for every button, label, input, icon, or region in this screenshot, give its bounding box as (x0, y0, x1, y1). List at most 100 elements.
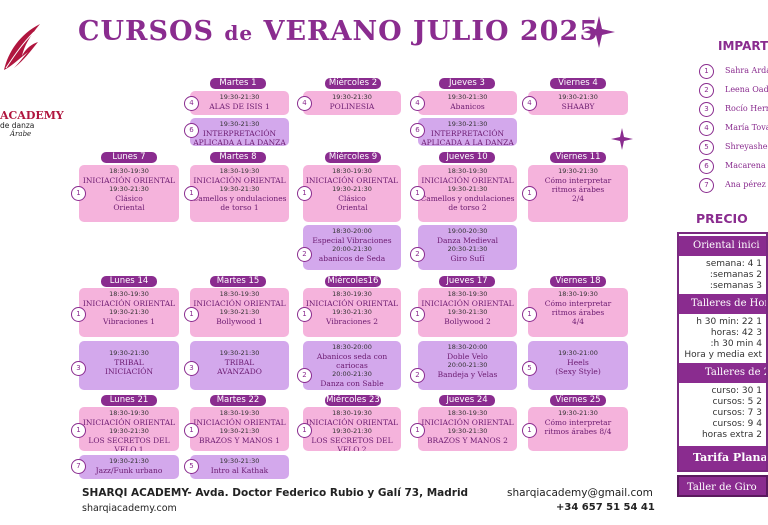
class-card-x9b[interactable]: 18:30-20:00 Especial Vibraciones 20:00-2… (303, 225, 401, 270)
class-card-v25a[interactable]: 19:30-21:30 Cómo interpretar ritmos árab… (528, 407, 628, 451)
teacher-badge: 4 (297, 96, 312, 111)
day-header-jueves-17: Jueves 17 (439, 276, 495, 287)
footer-phone[interactable]: +34 657 51 54 41 (556, 502, 655, 513)
title-rest: VERANO JULIO 2025 (263, 16, 600, 47)
teacher-badge: 1 (184, 186, 199, 201)
teacher-badge: 1 (410, 423, 425, 438)
class-card-m15b[interactable]: 19:30-21:30 TRIBAL AVANZADO (190, 341, 289, 390)
class-card-x16b[interactable]: 18:30-20:00 Abanicos seda con cariocas 2… (303, 341, 401, 390)
class-card-x23a[interactable]: 18:30-19:30 INICIACIÓN ORIENTAL 19:30-21… (303, 407, 401, 451)
class-card-v4a[interactable]: 19:30-21:30 SHAABY (528, 91, 628, 115)
day-header-viernes-18: Viernes 18 (550, 276, 606, 287)
teacher-badge: 3 (184, 361, 199, 376)
price-panel: Oriental inici 1 semana: 4 2 semanas: 3 … (677, 232, 768, 472)
class-card-m22b[interactable]: 19:30-21:30 Intro al Kathak (190, 455, 289, 479)
teacher-badge: 2 (297, 247, 312, 262)
class-card-v11a[interactable]: 19:30-21:30 Cómo interpretar ritmos árab… (528, 165, 628, 222)
teacher-badge: 1 (297, 307, 312, 322)
price-line: 3 cursos: 7 (712, 408, 762, 418)
day-header-martes-22: Martes 22 (210, 395, 266, 406)
class-card-m1a[interactable]: 19:30-21:30 ALAS DE ISIS 1 (190, 91, 289, 115)
teacher-badge: 1 (184, 307, 199, 322)
price-section-talleres-2: Talleres de 2 (679, 363, 766, 383)
footer-email[interactable]: sharqiacademy@gmail.com (507, 487, 653, 499)
day-header-martes-1: Martes 1 (210, 78, 266, 89)
brand-sub: de danza (0, 121, 35, 130)
day-header-miercoles-9: Miércoles 9 (325, 152, 381, 163)
teacher-badge: 2 (410, 368, 425, 383)
day-header-jueves-3: Jueves 3 (439, 78, 495, 89)
teacher-badge: 4 (184, 96, 199, 111)
day-header-viernes-25: Viernes 25 (550, 395, 606, 406)
class-card-m22a[interactable]: 18:30-19:30 INICIACIÓN ORIENTAL 19:30-21… (190, 407, 289, 451)
teacher-badge: 1 (297, 186, 312, 201)
price-line: 4 h 30 min: (710, 339, 762, 349)
teacher-badge: 4 (522, 96, 537, 111)
class-card-j3a[interactable]: 19:30-21:30 Abanicos (418, 91, 517, 115)
teacher-badge: 1 (522, 186, 537, 201)
day-header-lunes-14: Lunes 14 (101, 276, 157, 287)
teacher-badge: 1 (71, 423, 86, 438)
class-card-v18a[interactable]: 18:30-19:30 Cómo interpretar ritmos árab… (528, 288, 628, 337)
teacher-badge: 1 (410, 307, 425, 322)
title-main: CURSOS (78, 16, 214, 47)
teacher-badge: 1 (522, 307, 537, 322)
teacher-badge: 1 (297, 423, 312, 438)
precio-heading: PRECIO (696, 211, 748, 226)
day-header-lunes-21: Lunes 21 (101, 395, 157, 406)
price-section-oriental: Oriental inici (679, 236, 766, 256)
impart-heading: IMPART (718, 39, 768, 53)
footer-address: SHARQI ACADEMY- Avda. Doctor Federico Ru… (82, 487, 469, 499)
teacher-badge: 4 (410, 96, 425, 111)
teacher-badge: 1 (410, 186, 425, 201)
day-header-jueves-10: Jueves 10 (439, 152, 495, 163)
teacher-badge: 7 (71, 459, 86, 474)
price-line: 1 semana: 4 (706, 259, 762, 269)
teacher-badge: 6 (184, 123, 199, 138)
day-header-martes-15: Martes 15 (210, 276, 266, 287)
price-line: 1 h 30 min: 22 (696, 317, 762, 327)
class-card-x2a[interactable]: 19:30-21:30 POLINESIA (303, 91, 401, 115)
class-card-j17b[interactable]: 18:30-20:00 Doble Velo 20:00-21:30 Bande… (418, 341, 517, 390)
class-card-x16a[interactable]: 18:30-19:30 INICIACIÓN ORIENTAL 19:30-21… (303, 288, 401, 337)
class-card-j3b[interactable]: 19:30-21:30 INTERPRETACIÓN APLICADA A LA… (418, 118, 517, 146)
class-card-j10a[interactable]: 18:30-19:30 INICIACIÓN ORIENTAL 19:30-21… (418, 165, 517, 222)
price-line: 4 cursos: 9 (712, 419, 762, 429)
day-header-jueves-24: Jueves 24 (439, 395, 495, 406)
class-card-x9a[interactable]: 18:30-19:30 INICIACIÓN ORIENTAL 19:30-21… (303, 165, 401, 222)
teacher-badge: 5 (522, 361, 537, 376)
teacher-badge: 1 (71, 186, 86, 201)
class-card-m8a[interactable]: 18:30-19:30 INICIACIÓN ORIENTAL 19:30-21… (190, 165, 289, 222)
price-line: 2 cursos: 5 (712, 397, 762, 407)
sparkle-small-icon (611, 128, 633, 150)
class-card-m15a[interactable]: 18:30-19:30 INICIACIÓN ORIENTAL 19:30-21… (190, 288, 289, 337)
brand-sub2: Árabe (10, 130, 32, 138)
day-header-miercoles-2: Miércoles 2 (325, 78, 381, 89)
taller-giro-banner: Taller de Giro (677, 475, 768, 497)
day-header-miercoles-16: Miércoles16 (325, 276, 381, 287)
price-line: 2 horas extra (701, 430, 762, 440)
price-line: 1 curso: 30 (711, 386, 762, 396)
teacher-badge: 1 (522, 423, 537, 438)
class-card-l7a[interactable]: 18:30-19:30 INICIACIÓN ORIENTAL 19:30-21… (79, 165, 179, 222)
class-card-l21b[interactable]: 19:30-21:30 Jazz/Funk urbano (79, 455, 179, 479)
teacher-badge: 3 (71, 361, 86, 376)
teacher-badge: 1 (71, 307, 86, 322)
teacher-badge: 2 (297, 368, 312, 383)
class-card-j17a[interactable]: 18:30-19:30 INICIACIÓN ORIENTAL 19:30-21… (418, 288, 517, 337)
teacher-badge: 1 (184, 423, 199, 438)
price-section-talleres-hora: Talleres de Hora (679, 294, 766, 314)
class-card-j24a[interactable]: 18:30-19:30 INICIACIÓN ORIENTAL 19:30-21… (418, 407, 517, 451)
class-card-l21a[interactable]: 18:30-19:30 INICIACIÓN ORIENTAL 19:30-21… (79, 407, 179, 451)
page-title: CURSOS de VERANO JULIO 2025 (78, 16, 599, 47)
day-header-viernes-4: Viernes 4 (550, 78, 606, 89)
day-header-viernes-11: Viernes 11 (550, 152, 606, 163)
class-card-m1b[interactable]: 19:30-21:30 INTERPRETACIÓN APLICADA A LA… (190, 118, 289, 146)
price-section-tarifa-plana: Tarifa Plana (679, 446, 766, 470)
footer-website[interactable]: sharqiacademy.com (82, 503, 177, 514)
class-card-v18b[interactable]: 19:30-21:00 Heels (Sexy Style) (528, 341, 628, 390)
class-card-l14b[interactable]: 19:30-21:30 TRIBAL INICIACIÓN (79, 341, 179, 390)
teacher-badge: 5 (184, 459, 199, 474)
class-card-l14a[interactable]: 18:30-19:30 INICIACIÓN ORIENTAL 19:30-21… (79, 288, 179, 337)
class-card-j10b[interactable]: 19:00-20:30 Danza Medieval 20:30-21:30 G… (418, 225, 517, 270)
